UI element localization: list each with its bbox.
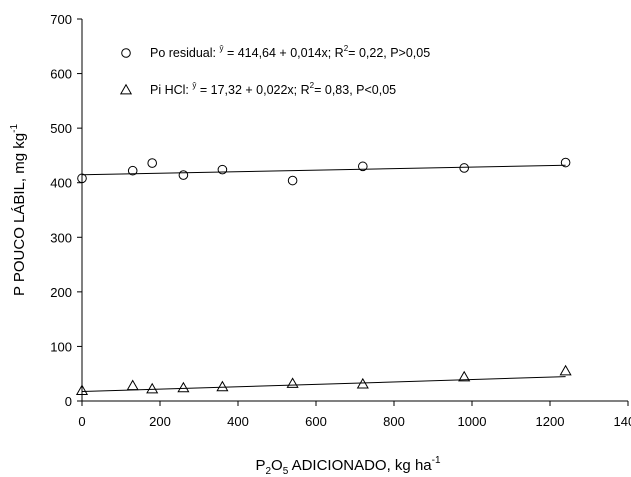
data-point-triangle [216, 380, 229, 392]
data-point-circle [178, 170, 189, 180]
x-tick-label: 400 [227, 414, 249, 429]
legend-marker-triangle [119, 83, 133, 95]
y-tick-label: 200 [50, 285, 72, 300]
data-point-triangle [559, 364, 572, 376]
data-point-triangle [286, 377, 299, 388]
legend: Po residual: ŷ = 414,64 + 0,014x; R2= 0,… [119, 44, 430, 97]
x-tick-label: 200 [149, 414, 171, 429]
data-point-triangle [177, 381, 190, 393]
legend-equation-1: Po residual: ŷ = 414,64 + 0,014x; R2= 0,… [150, 44, 430, 60]
data-point-triangle [146, 382, 159, 394]
y-tick-label: 300 [50, 230, 72, 245]
data-point-circle [147, 158, 157, 168]
y-ticks: 0 100 200 300 400 500 600 700 [50, 12, 82, 409]
data-point-circle [560, 157, 571, 168]
x-tick-label: 600 [305, 414, 327, 429]
x-tick-label: 800 [383, 414, 405, 429]
fit-lines [81, 164, 566, 393]
data-point-triangle [356, 377, 369, 389]
x-ticks: 0 200 400 600 800 1000 1200 1400 [78, 401, 631, 429]
data-point-circle [77, 173, 87, 184]
data-point-triangle [75, 384, 89, 396]
data-point-circle [459, 163, 470, 173]
x-axis-title: P2O5 ADICIONADO, kg ha-1 [255, 455, 441, 477]
fit-line-series-2 [81, 376, 566, 393]
y-axis-title: P POUCO LÁBIL, mg kg-1 [9, 124, 28, 296]
legend-marker-circle [121, 48, 131, 58]
y-tick-label: 100 [50, 339, 72, 354]
data-point-triangle [126, 379, 139, 391]
y-tick-label: 700 [50, 12, 72, 27]
data-point-circle [217, 164, 228, 175]
markers [75, 157, 572, 396]
data-point-circle [127, 165, 138, 176]
fit-line-series-1 [81, 164, 566, 176]
x-tick-label: 1200 [536, 414, 565, 429]
y-tick-label: 600 [50, 67, 72, 82]
x-tick-label: 1000 [458, 414, 487, 429]
y-tick-label: 500 [50, 121, 72, 136]
legend-equation-2: Pi HCl: ŷ = 17,32 + 0,022x; R2= 0,83, P<… [150, 81, 396, 97]
x-tick-label: 0 [78, 414, 85, 429]
axes [81, 19, 628, 402]
y-tick-label: 0 [65, 394, 72, 409]
data-point-circle [287, 175, 298, 186]
data-point-triangle [458, 370, 471, 382]
x-tick-label: 1400 [614, 414, 631, 429]
y-tick-label: 400 [50, 176, 72, 191]
data-point-circle [358, 161, 368, 172]
